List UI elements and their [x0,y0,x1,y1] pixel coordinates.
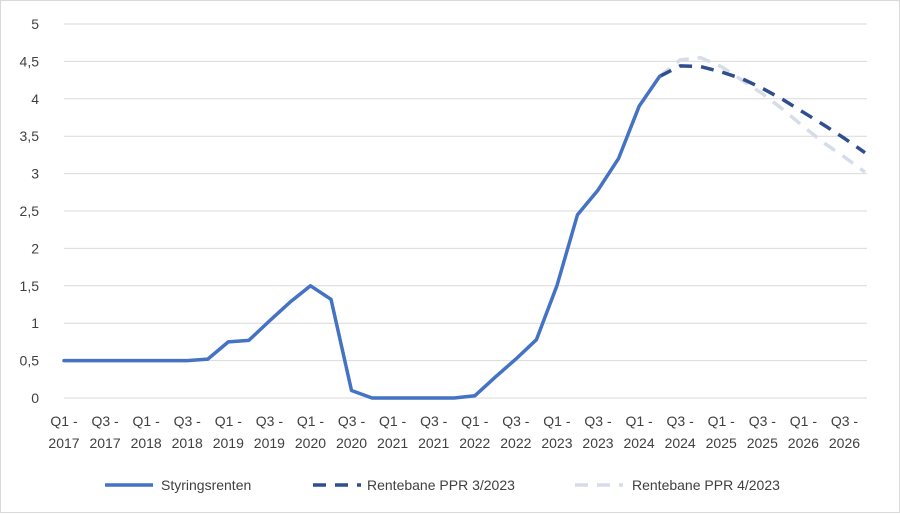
y-axis-ticks: 0 0,5 1 1,5 2 2,5 3 3,5 4 4,5 5 [20,16,40,406]
series-lines [62,55,867,400]
x-tick-label: Q3 -2020 [336,413,367,451]
x-tick-label: Q1 -2022 [459,413,490,451]
x-tick-label: Q1 -2020 [295,413,326,451]
y-tick-label: 0,5 [20,353,40,369]
y-tick-label: 0 [31,390,39,406]
legend-label: Styringsrenten [161,477,251,493]
x-tick-label: Q3 -2022 [500,413,531,451]
x-tick-label: Q3 -2019 [254,413,285,451]
y-tick-label: 5 [31,16,39,32]
x-tick-label: Q3 -2018 [172,413,203,451]
y-tick-label: 1,5 [20,278,40,294]
x-axis-ticks: Q1 -2017 Q3 -2017 Q1 -2018 Q3 -2018 Q1 -2019… [48,413,860,451]
x-tick-label: Q3 -2021 [418,413,449,451]
legend-label: Rentebane PPR 3/2023 [367,477,515,493]
x-tick-label: Q1 -2025 [706,413,737,451]
y-tick-label: 3 [31,166,39,182]
series-line-2 [658,64,867,155]
x-tick-label: Q3 -2017 [89,413,120,451]
x-tick-label: Q3 -2024 [665,413,696,451]
y-tick-label: 1 [31,315,39,331]
y-tick-label: 4 [31,91,39,107]
legend-item: Rentebane PPR 3/2023 [313,477,515,493]
x-tick-label: Q3 -2026 [829,413,860,451]
x-tick-label: Q1 -2019 [213,413,244,451]
y-tick-label: 4,5 [20,53,40,69]
x-tick-label: Q1 -2024 [623,413,654,451]
series-line-3 [658,55,867,174]
x-tick-label: Q3 -2023 [582,413,613,451]
x-tick-label: Q1 -2023 [541,413,572,451]
series-line-1 [62,74,662,400]
x-tick-label: Q1 -2021 [377,413,408,451]
y-tick-label: 2 [31,240,39,256]
legend-item: Styringsrenten [105,477,251,493]
x-tick-label: Q3 -2025 [747,413,778,451]
x-tick-label: Q1 -2018 [131,413,162,451]
legend: Styringsrenten Rentebane PPR 3/2023 Renteb… [105,477,780,493]
legend-label: Rentebane PPR 4/2023 [632,477,780,493]
x-tick-label: Q1 -2026 [788,413,819,451]
x-tick-label: Q1 -2017 [48,413,79,451]
y-tick-label: 2,5 [20,203,40,219]
legend-item: Rentebane PPR 4/2023 [575,477,780,493]
y-tick-label: 3,5 [20,128,40,144]
